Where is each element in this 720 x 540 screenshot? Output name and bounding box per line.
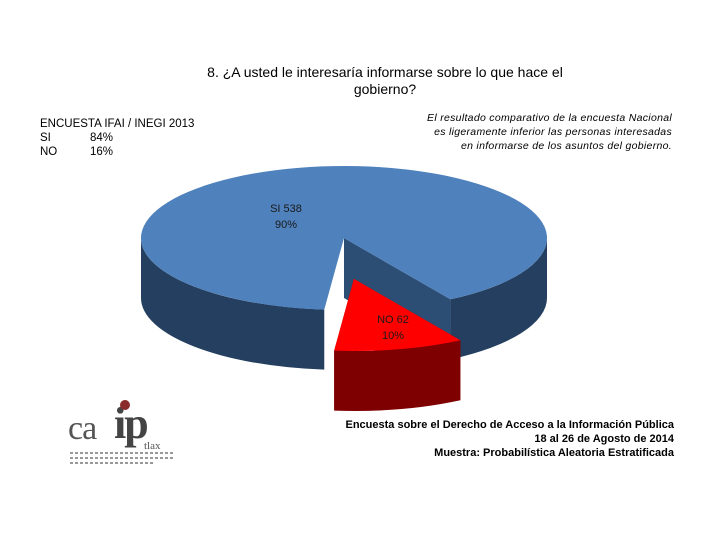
logo-text-ca: ca: [68, 410, 97, 447]
chart-title: 8. ¿A usted le interesaría informarse so…: [207, 64, 563, 97]
survey-comparison: ENCUESTA IFAI / INEGI 2013 SI 84% NO 16%: [40, 117, 194, 159]
survey-row-value: 84%: [90, 132, 114, 144]
no-slice-side: [334, 340, 461, 411]
logo-dot-icon: [120, 400, 130, 410]
no-data-percent: 10%: [382, 330, 404, 342]
survey-row-label: NO: [40, 146, 58, 158]
logo-text-tlax: tlax: [144, 440, 161, 452]
logo-fine-print: [70, 457, 174, 459]
comparison-note: El resultado comparativo de la encuesta …: [427, 112, 672, 152]
survey-footer: Encuesta sobre el Derecho de Acceso a la…: [314, 418, 675, 460]
logo-text-ip: ip: [114, 399, 149, 448]
footer-line-3: Muestra: Probabilística Aleatoria Estrat…: [434, 447, 674, 459]
logo-fine-print: [70, 452, 174, 454]
caip-logo: ca ip tlax: [66, 399, 176, 466]
si-data-label: SI 538: [270, 203, 302, 215]
survey-row-si: SI 84%: [40, 131, 194, 145]
no-data-label: NO 62: [377, 314, 409, 326]
si-slice-side: [141, 238, 325, 370]
survey-row-value: 16%: [90, 146, 114, 158]
si-slice: [140, 166, 547, 310]
si-data-percent: 90%: [275, 219, 297, 231]
footer-line-1: Encuesta sobre el Derecho de Acceso a la…: [345, 419, 675, 431]
footer-line-2: 18 al 26 de Agosto de 2014: [534, 433, 674, 445]
survey-row-no: NO 16%: [40, 145, 194, 159]
survey-heading: ENCUESTA IFAI / INEGI 2013: [40, 118, 195, 130]
si-slice-side: [450, 238, 547, 360]
logo-fine-print: [70, 462, 154, 464]
survey-row-label: SI: [40, 132, 51, 144]
no-slice: [334, 278, 461, 351]
